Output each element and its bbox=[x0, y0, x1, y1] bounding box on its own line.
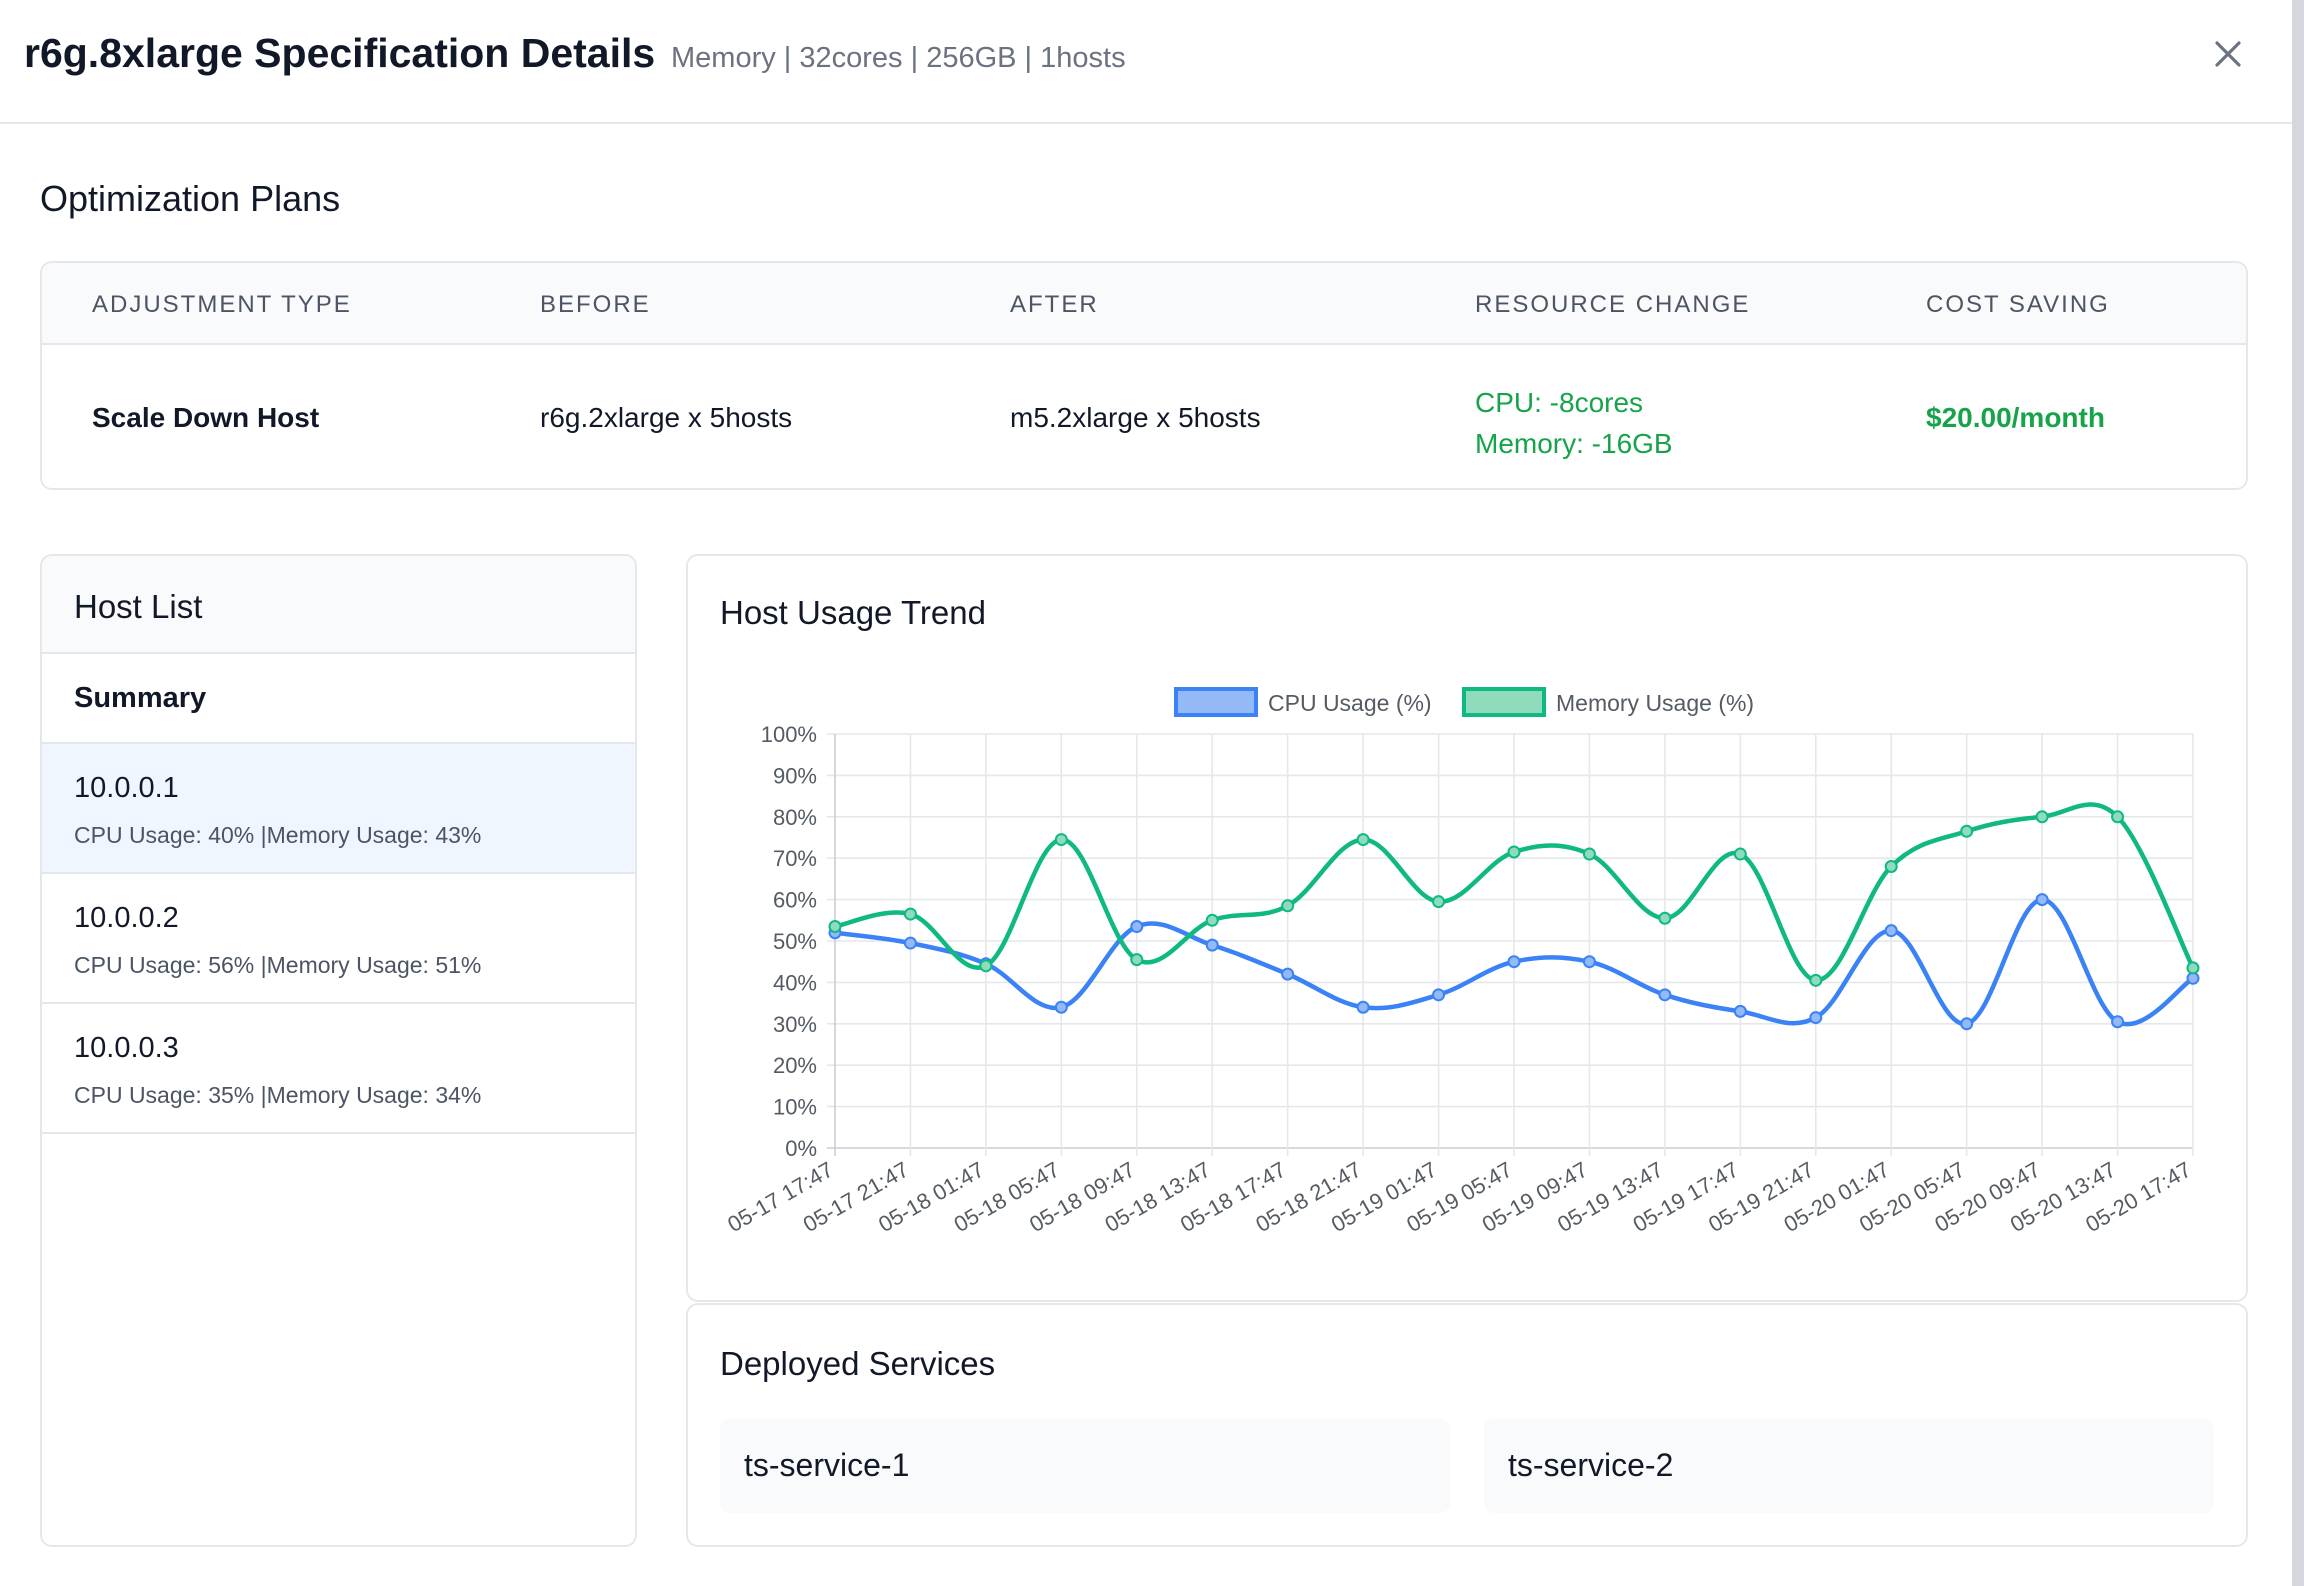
host-item-10-0-0-3[interactable]: 10.0.0.3 CPU Usage: 35% |Memory Usage: 3… bbox=[42, 1004, 635, 1134]
cpu-change: CPU: -8cores bbox=[1475, 387, 1644, 418]
optimization-plans-title: Optimization Plans bbox=[40, 178, 341, 219]
y-tick-label: 90% bbox=[773, 763, 817, 788]
data-point-memory bbox=[1356, 833, 1370, 847]
legend-swatch-cpu bbox=[1174, 687, 1258, 717]
y-tick-label: 50% bbox=[773, 929, 817, 954]
host-usage-trend-panel: Host Usage Trend 0% 10% 20% 30% 40% 50% 60% 70%… bbox=[686, 554, 2248, 1302]
plan-resource-change: CPU: -8cores Memory: -16GB bbox=[1475, 382, 1673, 464]
data-point-memory bbox=[1281, 899, 1295, 913]
host-summary-item[interactable]: Summary bbox=[42, 654, 635, 744]
data-point-cpu bbox=[1054, 1000, 1068, 1014]
host-usage-stats: CPU Usage: 35% |Memory Usage: 34% bbox=[74, 1082, 482, 1108]
service-name: ts-service-1 bbox=[744, 1447, 910, 1483]
data-point-cpu bbox=[2111, 1015, 2125, 1029]
data-point-memory bbox=[1205, 913, 1219, 927]
legend-swatch-memory bbox=[1462, 687, 1546, 717]
host-ip: 10.0.0.2 bbox=[74, 902, 179, 934]
close-icon bbox=[2215, 41, 2241, 67]
data-point-cpu bbox=[1733, 1004, 1747, 1018]
service-card-ts-service-2[interactable]: ts-service-2 bbox=[1484, 1419, 2214, 1513]
y-tick-label: 20% bbox=[773, 1053, 817, 1078]
data-point-memory bbox=[828, 920, 842, 934]
data-point-cpu bbox=[1356, 1000, 1370, 1014]
data-point-memory bbox=[1432, 895, 1446, 909]
data-point-memory bbox=[2111, 810, 2125, 824]
data-point-memory bbox=[1507, 845, 1521, 859]
data-point-cpu bbox=[1658, 988, 1672, 1002]
column-header-cost-saving: COST SAVING bbox=[1926, 291, 2110, 318]
data-point-memory bbox=[1582, 847, 1596, 861]
host-usage-stats: CPU Usage: 40% |Memory Usage: 43% bbox=[74, 822, 482, 848]
host-usage-trend-title: Host Usage Trend bbox=[720, 594, 986, 631]
data-point-memory bbox=[1884, 859, 1898, 873]
data-point-memory bbox=[1733, 847, 1747, 861]
data-point-memory bbox=[2186, 961, 2200, 975]
data-point-cpu bbox=[1130, 920, 1144, 934]
deployed-services-title: Deployed Services bbox=[720, 1345, 996, 1382]
data-point-memory bbox=[903, 907, 917, 921]
data-point-cpu bbox=[1960, 1017, 1974, 1031]
plan-after: m5.2xlarge x 5hosts bbox=[1010, 402, 1261, 433]
modal-header: r6g.8xlarge Specification Details Memory… bbox=[0, 0, 2292, 124]
table-header: ADJUSTMENT TYPE BEFORE AFTER RESOURCE CH… bbox=[42, 263, 2246, 345]
data-point-cpu bbox=[2186, 971, 2200, 985]
column-header-resource-change: RESOURCE CHANGE bbox=[1475, 291, 1751, 318]
y-tick-label: 70% bbox=[773, 846, 817, 871]
legend-label-memory: Memory Usage (%) bbox=[1556, 690, 1754, 716]
y-tick-label: 100% bbox=[761, 722, 817, 747]
host-list-panel: Host List Summary 10.0.0.1 CPU Usage: 40… bbox=[40, 554, 637, 1547]
data-point-memory bbox=[1130, 953, 1144, 967]
plan-cost-saving: $20.00/month bbox=[1926, 402, 2105, 433]
data-point-cpu bbox=[903, 936, 917, 950]
host-item-10-0-0-2[interactable]: 10.0.0.2 CPU Usage: 56% |Memory Usage: 5… bbox=[42, 874, 635, 1004]
close-button[interactable] bbox=[2208, 34, 2248, 74]
data-point-memory bbox=[1809, 973, 1823, 987]
data-point-memory bbox=[1960, 824, 1974, 838]
data-point-cpu bbox=[1884, 924, 1898, 938]
optimization-plans-table: ADJUSTMENT TYPE BEFORE AFTER RESOURCE CH… bbox=[40, 261, 2248, 490]
host-summary-label: Summary bbox=[74, 682, 207, 714]
memory-change: Memory: -16GB bbox=[1475, 428, 1673, 459]
data-point-cpu bbox=[1507, 955, 1521, 969]
deployed-services-panel: Deployed Services ts-service-1 ts-servic… bbox=[686, 1303, 2248, 1547]
data-point-memory bbox=[2035, 810, 2049, 824]
data-point-memory bbox=[1054, 833, 1068, 847]
y-tick-label: 40% bbox=[773, 970, 817, 995]
data-point-cpu bbox=[1432, 988, 1446, 1002]
page-title: r6g.8xlarge Specification Details bbox=[24, 30, 656, 76]
host-list-header: Host List bbox=[42, 556, 635, 654]
host-ip: 10.0.0.1 bbox=[74, 772, 179, 804]
plan-before: r6g.2xlarge x 5hosts bbox=[540, 402, 793, 433]
column-header-after: AFTER bbox=[1010, 291, 1099, 318]
host-item-10-0-0-1[interactable]: 10.0.0.1 CPU Usage: 40% |Memory Usage: 4… bbox=[42, 744, 635, 874]
host-list-title: Host List bbox=[74, 588, 203, 625]
data-point-memory bbox=[1658, 911, 1672, 925]
data-point-cpu bbox=[1205, 938, 1219, 952]
plan-adjustment-type: Scale Down Host bbox=[92, 402, 320, 433]
data-point-cpu bbox=[1582, 955, 1596, 969]
y-tick-label: 10% bbox=[773, 1095, 817, 1120]
data-point-memory bbox=[979, 959, 993, 973]
service-name: ts-service-2 bbox=[1508, 1447, 1674, 1483]
y-tick-label: 0% bbox=[785, 1136, 817, 1161]
service-card-ts-service-1[interactable]: ts-service-1 bbox=[720, 1419, 1450, 1513]
y-tick-label: 80% bbox=[773, 805, 817, 830]
series-line-cpu bbox=[834, 897, 2195, 1027]
data-point-cpu bbox=[1809, 1011, 1823, 1025]
data-point-cpu bbox=[2035, 893, 2049, 907]
usage-line-chart: 0%10%20%30%40%50%60%70%80%90%100%05-17 1… bbox=[723, 687, 2200, 1237]
y-tick-label: 60% bbox=[773, 888, 817, 913]
host-ip: 10.0.0.3 bbox=[74, 1032, 179, 1064]
spec-subtitle: Memory | 32cores | 256GB | 1hosts bbox=[671, 42, 1126, 74]
data-point-cpu bbox=[1281, 967, 1295, 981]
background-page-edge bbox=[2292, 0, 2304, 1586]
column-header-adjustment-type: ADJUSTMENT TYPE bbox=[92, 291, 352, 318]
column-header-before: BEFORE bbox=[540, 291, 651, 318]
host-usage-stats: CPU Usage: 56% |Memory Usage: 51% bbox=[74, 952, 482, 978]
legend-label-cpu: CPU Usage (%) bbox=[1268, 690, 1432, 716]
y-tick-label: 30% bbox=[773, 1012, 817, 1037]
